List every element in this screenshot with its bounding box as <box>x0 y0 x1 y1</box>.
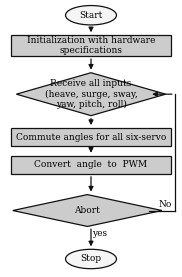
Ellipse shape <box>66 6 116 25</box>
Text: Initialization with hardware
specifications: Initialization with hardware specificati… <box>27 36 155 55</box>
Ellipse shape <box>66 249 116 269</box>
Text: Start: Start <box>79 11 103 20</box>
Bar <box>11 35 171 56</box>
Text: Receive all inputs
(heave, surge, sway,
yaw, pitch, roll): Receive all inputs (heave, surge, sway, … <box>45 79 137 109</box>
Bar <box>11 156 171 174</box>
Text: No: No <box>159 200 172 209</box>
Bar <box>11 128 171 146</box>
Text: Convert  angle  to  PWM: Convert angle to PWM <box>34 160 148 169</box>
Polygon shape <box>13 194 162 227</box>
Text: yes: yes <box>92 229 107 238</box>
Text: Commute angles for all six-servo: Commute angles for all six-servo <box>16 133 166 142</box>
Text: Abort: Abort <box>74 206 100 215</box>
Text: Stop: Stop <box>80 255 102 263</box>
Polygon shape <box>16 73 166 116</box>
